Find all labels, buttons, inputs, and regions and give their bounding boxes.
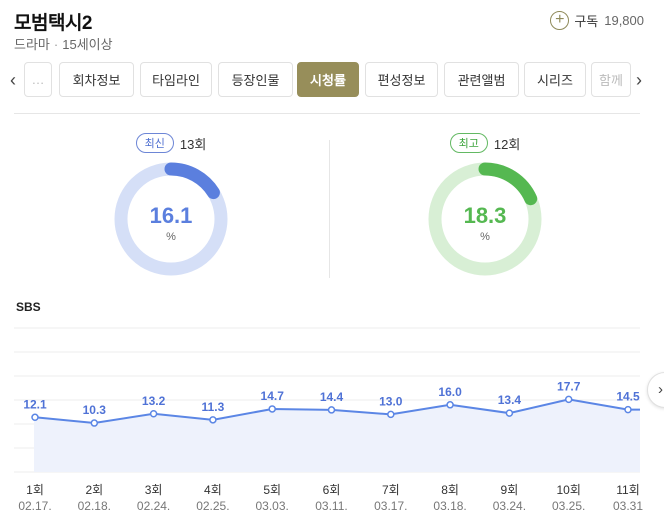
x-tick-episode: 5회 bbox=[263, 483, 281, 497]
tab-ratings[interactable]: 시청률 bbox=[297, 62, 359, 97]
x-tick-date: 03.18. bbox=[433, 499, 466, 513]
x-tick-date: 03.11. bbox=[315, 499, 347, 513]
data-point bbox=[446, 401, 454, 409]
tab-albums[interactable]: 관련앨범 bbox=[444, 62, 519, 97]
tab-previous[interactable]: … bbox=[24, 62, 52, 97]
x-tick-episode: 2회 bbox=[85, 483, 103, 497]
data-label: 11.3 bbox=[202, 400, 225, 414]
x-tick-date: 03.24. bbox=[493, 499, 526, 513]
program-title: 모범택시2 bbox=[14, 13, 93, 34]
best-episode: 12회 bbox=[493, 136, 521, 152]
tab-timeline[interactable]: 타임라인 bbox=[140, 62, 212, 97]
data-label: 14.7 bbox=[261, 389, 285, 403]
data-point bbox=[149, 410, 158, 418]
data-point bbox=[31, 413, 39, 422]
donut-arc bbox=[428, 162, 542, 276]
data-label: 13.0 bbox=[379, 394, 403, 408]
x-tick-episode: 9회 bbox=[501, 483, 519, 497]
section-divider bbox=[14, 113, 640, 114]
x-tick-episode: 4회 bbox=[204, 483, 222, 497]
latest-rating-header: 최신 13회 bbox=[86, 133, 256, 153]
x-tick-episode: 6회 bbox=[323, 483, 341, 497]
tab-schedule[interactable]: 편성정보 bbox=[365, 62, 438, 97]
best-rating-card: 최고 12회 18.3 % bbox=[400, 133, 570, 276]
data-label: 16.0 bbox=[438, 385, 462, 399]
subscriber-count: 19,800 bbox=[604, 13, 644, 28]
best-badge: 최고 bbox=[449, 133, 488, 153]
x-tick-episode: 3회 bbox=[145, 483, 163, 497]
tab-bar: ‹ … 회차정보 타임라인 등장인물 시청률 편성정보 관련앨범 시리즈 함께 … bbox=[0, 62, 664, 100]
data-point bbox=[564, 395, 573, 404]
program-meta: 드라마 · 15세이상 bbox=[14, 34, 113, 53]
broadcaster-label: SBS bbox=[16, 300, 41, 314]
tab-series[interactable]: 시리즈 bbox=[524, 62, 586, 97]
data-point bbox=[387, 410, 395, 419]
best-rating-value: 18.3 bbox=[463, 203, 507, 228]
latest-rating-card: 최신 13회 16.1 % bbox=[86, 133, 256, 276]
data-label: 14.4 bbox=[320, 390, 344, 404]
x-tick-date: 02.18. bbox=[78, 499, 111, 513]
best-rating-header: 최고 12회 bbox=[400, 133, 570, 153]
x-tick-date: 03.17. bbox=[374, 499, 407, 513]
data-point bbox=[90, 419, 99, 427]
x-tick-episode: 8회 bbox=[441, 483, 459, 497]
latest-rating-unit: % bbox=[166, 231, 176, 243]
latest-badge: 최신 bbox=[135, 133, 174, 153]
latest-rating-value: 16.1 bbox=[149, 203, 193, 228]
genre-label: 드라마 bbox=[14, 37, 50, 52]
x-tick-date: 02.25. bbox=[196, 499, 229, 513]
ratings-line-chart: 12.1 1회 02.17. 10.3 2회 02.18. 13.2 3회 02.24. 11.3… bbox=[14, 327, 643, 513]
data-point bbox=[209, 416, 217, 424]
x-tick-episode: 7회 bbox=[382, 483, 400, 497]
best-rating-donut bbox=[428, 162, 542, 276]
tab-together[interactable]: 함께 bbox=[591, 62, 631, 97]
stats-divider bbox=[329, 140, 330, 278]
program-header: 모범택시2 드라마 · 15세이상 + 구독 19,800 bbox=[14, 8, 644, 56]
data-label: 14.5 bbox=[616, 390, 640, 404]
data-label: 13.4 bbox=[498, 393, 522, 407]
tab-episode-info[interactable]: 회차정보 bbox=[59, 62, 134, 97]
data-label: 10.3 bbox=[83, 403, 107, 417]
subscribe-button[interactable]: + 구독 19,800 bbox=[550, 11, 644, 30]
latest-episode: 13회 bbox=[179, 136, 207, 152]
x-tick-episode: 11회 bbox=[616, 483, 640, 497]
latest-rating-donut bbox=[114, 162, 228, 276]
meta-separator: · bbox=[53, 37, 59, 52]
x-tick-date: 03.31 bbox=[613, 499, 643, 513]
x-tick-date: 03.03. bbox=[256, 499, 289, 513]
x-tick-episode: 10회 bbox=[557, 483, 581, 497]
x-tick-date: 02.17. bbox=[18, 499, 51, 513]
x-tick-date: 02.24. bbox=[137, 499, 170, 513]
chevron-right-icon[interactable]: › bbox=[636, 70, 642, 90]
data-label: 12.1 bbox=[23, 397, 47, 411]
data-label: 17.7 bbox=[557, 379, 581, 393]
data-point bbox=[327, 406, 336, 414]
tab-cast[interactable]: 등장인물 bbox=[218, 62, 293, 97]
data-point bbox=[268, 405, 276, 413]
data-label: 13.2 bbox=[142, 394, 166, 408]
data-point bbox=[624, 405, 632, 414]
donut-arc bbox=[114, 162, 228, 276]
data-point bbox=[505, 409, 514, 417]
plus-circle-icon: + bbox=[550, 11, 570, 30]
best-rating-unit: % bbox=[480, 231, 490, 243]
x-tick-episode: 1회 bbox=[26, 483, 44, 497]
chevron-left-icon[interactable]: ‹ bbox=[10, 70, 16, 90]
x-tick-date: 03.25. bbox=[552, 499, 585, 513]
age-rating-label: 15세이상 bbox=[62, 37, 113, 52]
subscribe-label: 구독 bbox=[574, 14, 599, 29]
